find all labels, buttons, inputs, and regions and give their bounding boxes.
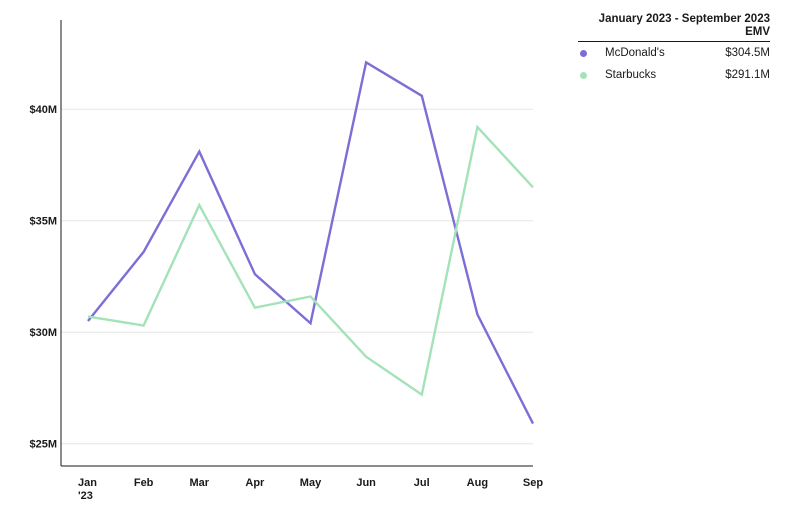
x-tick-label: Sep [523,477,543,489]
x-tick-label: Apr [245,477,265,489]
grid-lines [61,108,533,445]
legend-metric-label: EMV [745,26,770,38]
x-tick-label: Aug [467,477,488,489]
axes [60,20,533,467]
x-tick-label: Jul [414,477,430,489]
y-tick-label: $30M [29,327,57,339]
series-lines [87,60,535,425]
x-axis-tick-labels: Jan '23 Feb Mar Apr May Jun Jul Aug Sep [78,477,543,502]
x-tick-label: Feb [134,477,154,489]
legend-item-starbucks[interactable]: Starbucks $291.1M [578,64,770,86]
legend-header: January 2023 - September 2023 EMV [578,13,770,42]
legend-value-starbucks: $291.1M [725,69,770,81]
legend-item-mcdonalds[interactable]: McDonald's $304.5M [578,42,770,64]
x-tick-label: Jun [356,477,376,489]
x-tick-label: Jan '23 [78,477,97,502]
series-line-mcdonalds [87,60,535,425]
x-tick-label: May [300,477,322,489]
legend-label-mcdonalds: McDonald's [605,47,665,59]
legend-date-range: January 2023 - September 2023 [598,13,770,25]
legend-value-mcdonalds: $304.5M [725,47,770,59]
y-axis-tick-labels: $25M $30M $35M $40M [29,104,57,451]
y-tick-label: $35M [29,216,57,228]
legend: January 2023 - September 2023 EMV McDona… [578,13,770,86]
x-tick-label: Mar [189,477,209,489]
y-tick-label: $40M [29,104,57,116]
legend-label-starbucks: Starbucks [605,69,657,81]
series-line-starbucks [87,124,534,397]
legend-dot-starbucks [580,71,587,79]
legend-dot-mcdonalds [580,49,587,57]
y-tick-label: $25M [29,439,57,451]
